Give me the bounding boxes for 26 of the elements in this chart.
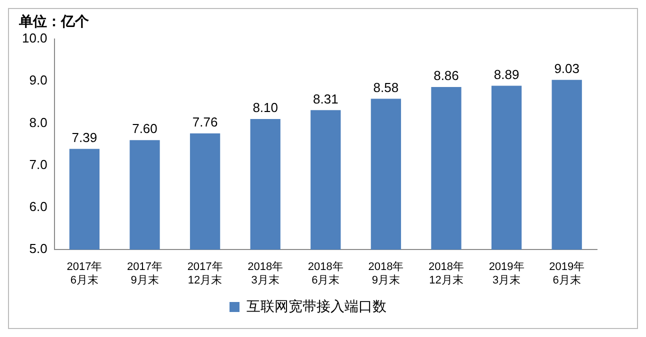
data-label: 8.10 xyxy=(252,100,278,116)
x-tick-label: 2019年 3月末 xyxy=(488,261,524,286)
data-label: 7.60 xyxy=(132,121,158,136)
data-label: 8.86 xyxy=(434,68,459,84)
y-tick-label: 10.0 xyxy=(22,30,48,46)
x-tick-label: 2017年 9月末 xyxy=(127,261,162,286)
y-tick-label: 9.0 xyxy=(29,72,48,88)
x-tick-label: 2018年 6月末 xyxy=(308,261,344,286)
data-label: 8.31 xyxy=(312,91,338,106)
y-tick-label: 6.0 xyxy=(29,199,48,214)
x-tick-label: 2018年 9月末 xyxy=(368,261,404,286)
data-label: 8.89 xyxy=(494,66,520,82)
data-label: 7.39 xyxy=(72,130,98,146)
y-axis-title: 单位：亿个 xyxy=(18,12,90,29)
y-tick-label: 8.0 xyxy=(29,114,48,130)
x-tick-label: 2017年 6月末 xyxy=(66,261,102,286)
x-tick-label: 2017年 12月末 xyxy=(187,261,223,286)
y-tick-label: 5.0 xyxy=(29,241,48,256)
legend-label: 互联网宽带接入端口数 xyxy=(246,298,386,314)
y-tick-label: 7.0 xyxy=(29,156,48,172)
x-tick-label: 2018年 12月末 xyxy=(428,261,464,286)
data-label: 7.76 xyxy=(192,114,218,130)
data-label: 9.03 xyxy=(554,60,580,76)
x-tick-label: 2019年 6月末 xyxy=(549,261,585,286)
data-label: 8.58 xyxy=(373,80,399,95)
x-tick-label: 2018年 3月末 xyxy=(248,261,284,286)
